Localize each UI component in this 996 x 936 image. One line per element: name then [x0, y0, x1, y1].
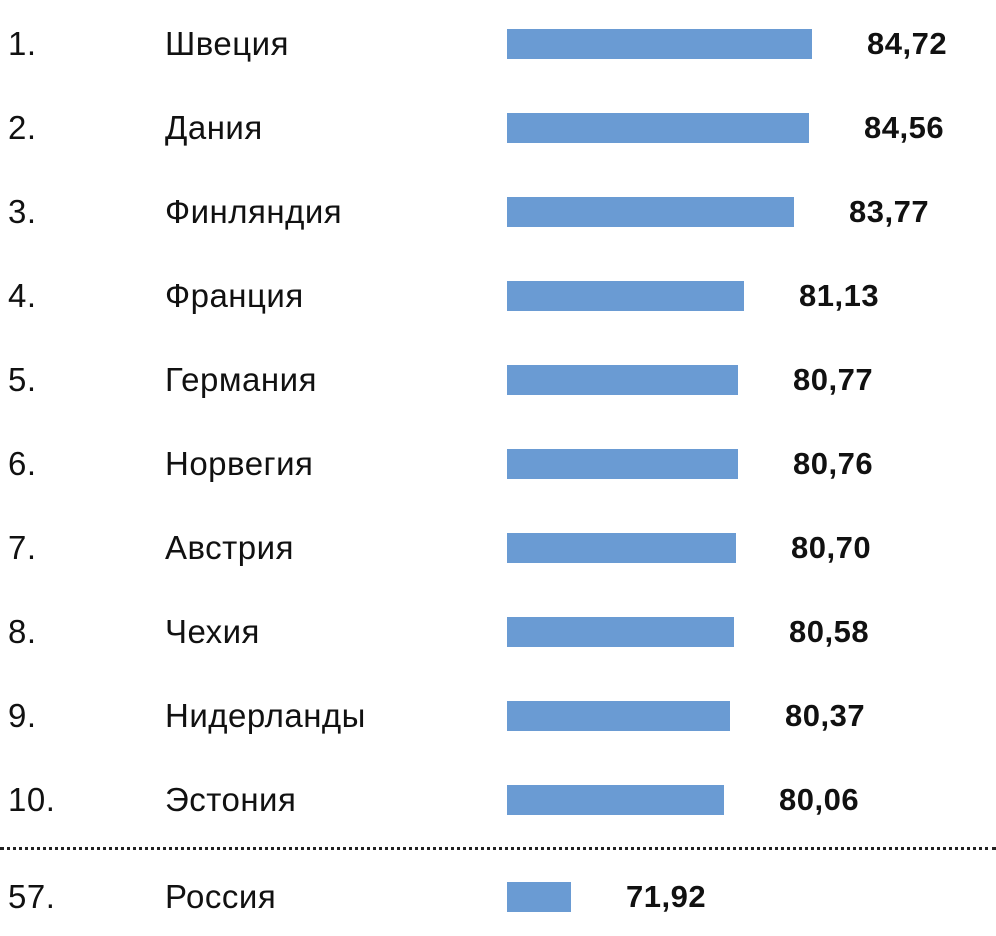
bar-area: 80,76	[507, 446, 996, 482]
value-label: 80,70	[791, 530, 872, 565]
rank-number: 4.	[8, 277, 37, 314]
ranking-row: 4. Франция 81,13	[0, 254, 996, 338]
value-label: 80,06	[779, 782, 860, 817]
rank-number: 3.	[8, 193, 37, 230]
value-bar	[507, 365, 738, 395]
country-name: Франция	[165, 277, 304, 314]
rank-number: 10.	[8, 781, 56, 818]
rank-number: 5.	[8, 361, 37, 398]
value-label: 80,37	[785, 698, 866, 733]
ranking-row: 9. Нидерланды 80,37	[0, 674, 996, 758]
bar-area: 80,58	[507, 614, 996, 650]
ranking-row: 1. Швеция 84,72	[0, 2, 996, 86]
value-bar	[507, 701, 730, 731]
value-bar	[507, 785, 724, 815]
bar-area: 84,72	[507, 26, 996, 62]
bar-area: 81,13	[507, 278, 996, 314]
value-label: 81,13	[799, 278, 880, 313]
dotted-separator	[0, 847, 996, 850]
ranking-row: 10. Эстония 80,06	[0, 758, 996, 842]
value-label: 84,72	[867, 26, 948, 61]
value-label: 80,76	[793, 446, 874, 481]
bar-area: 80,06	[507, 782, 996, 818]
bar-area: 71,92	[507, 879, 996, 915]
ranking-row: 57. Россия 71,92	[0, 855, 996, 936]
country-name: Финляндия	[165, 193, 343, 230]
country-name: Дания	[165, 109, 263, 146]
country-name: Россия	[165, 878, 277, 915]
country-name: Эстония	[165, 781, 297, 818]
rank-number: 7.	[8, 529, 37, 566]
value-label: 84,56	[864, 110, 945, 145]
country-name: Норвегия	[165, 445, 314, 482]
country-name: Германия	[165, 361, 317, 398]
value-bar	[507, 113, 809, 143]
rank-number: 9.	[8, 697, 37, 734]
rank-number: 57.	[8, 878, 56, 915]
ranking-row: 6. Норвегия 80,76	[0, 422, 996, 506]
country-name: Швеция	[165, 25, 289, 62]
value-bar	[507, 29, 812, 59]
country-name: Австрия	[165, 529, 294, 566]
ranking-row: 2. Дания 84,56	[0, 86, 996, 170]
ranking-row: 5. Германия 80,77	[0, 338, 996, 422]
rank-number: 1.	[8, 25, 37, 62]
value-bar	[507, 449, 738, 479]
rank-number: 6.	[8, 445, 37, 482]
value-label: 71,92	[626, 879, 707, 914]
value-bar	[507, 281, 744, 311]
ranking-row: 3. Финляндия 83,77	[0, 170, 996, 254]
value-bar	[507, 882, 571, 912]
rank-number: 8.	[8, 613, 37, 650]
country-name: Нидерланды	[165, 697, 366, 734]
bar-area: 83,77	[507, 194, 996, 230]
value-bar	[507, 197, 794, 227]
value-label: 80,58	[789, 614, 870, 649]
value-label: 80,77	[793, 362, 874, 397]
ranking-row: 7. Австрия 80,70	[0, 506, 996, 590]
value-label: 83,77	[849, 194, 930, 229]
ranking-row: 8. Чехия 80,58	[0, 590, 996, 674]
bar-area: 80,37	[507, 698, 996, 734]
value-bar	[507, 533, 736, 563]
bar-area: 80,77	[507, 362, 996, 398]
bar-area: 84,56	[507, 110, 996, 146]
value-bar	[507, 617, 734, 647]
rank-number: 2.	[8, 109, 37, 146]
bar-area: 80,70	[507, 530, 996, 566]
country-name: Чехия	[165, 613, 260, 650]
